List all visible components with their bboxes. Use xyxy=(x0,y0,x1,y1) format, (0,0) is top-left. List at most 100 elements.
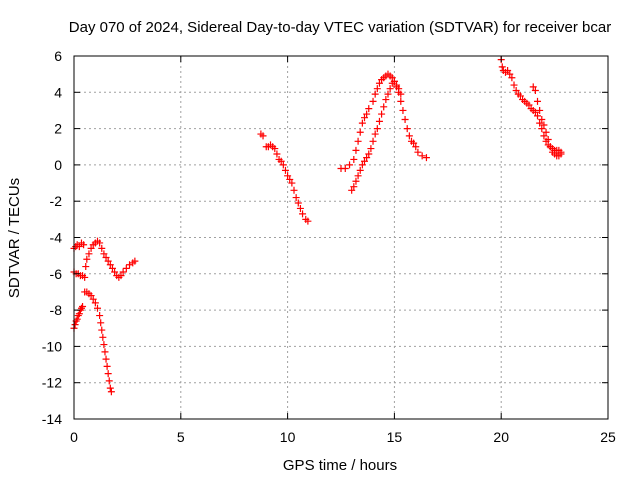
y-tick-label: -14 xyxy=(42,411,62,427)
x-tick-label: 0 xyxy=(70,429,78,445)
data-point xyxy=(399,106,407,114)
x-tick-label: 25 xyxy=(600,429,616,445)
data-point xyxy=(375,117,383,125)
data-point xyxy=(397,90,405,98)
chart-title: Day 070 of 2024, Sidereal Day-to-day VTE… xyxy=(69,19,611,36)
data-point xyxy=(96,239,104,247)
data-point xyxy=(393,81,401,89)
y-tick-label: -8 xyxy=(50,302,63,318)
x-tick-label: 15 xyxy=(387,429,403,445)
data-point xyxy=(354,137,362,145)
data-point xyxy=(93,304,101,312)
data-point xyxy=(259,132,267,140)
data-point xyxy=(273,150,281,158)
data-point xyxy=(356,166,364,174)
data-point xyxy=(73,315,81,323)
data-point xyxy=(98,244,106,252)
data-point xyxy=(557,150,565,158)
data-point xyxy=(531,86,539,94)
data-point xyxy=(346,161,354,169)
data-point xyxy=(131,257,139,265)
data-point xyxy=(100,341,108,349)
data-point xyxy=(296,204,304,212)
data-point xyxy=(103,362,111,370)
data-point xyxy=(534,97,542,105)
data-point xyxy=(284,172,292,180)
data-point xyxy=(380,103,388,111)
y-tick-label: -12 xyxy=(42,375,62,391)
y-axis-label: SDTVAR / TECUs xyxy=(6,178,23,298)
data-point xyxy=(516,92,524,100)
data-point xyxy=(508,74,516,82)
data-point xyxy=(354,172,362,180)
data-point xyxy=(384,90,392,98)
data-point xyxy=(85,250,93,258)
data-point xyxy=(281,166,289,174)
data-point xyxy=(536,106,544,114)
data-point xyxy=(356,128,364,136)
data-point xyxy=(106,261,114,269)
data-point xyxy=(299,210,307,218)
data-point xyxy=(79,302,87,310)
y-tick-label: 0 xyxy=(54,157,62,173)
data-point xyxy=(414,148,422,156)
data-point xyxy=(111,268,119,276)
y-tick-label: 4 xyxy=(54,84,62,100)
y-tick-label: -2 xyxy=(50,193,63,209)
data-point xyxy=(352,146,360,154)
data-point xyxy=(525,101,533,109)
data-point xyxy=(531,108,539,116)
data-point xyxy=(529,83,537,91)
data-point xyxy=(292,194,300,202)
data-point xyxy=(80,241,88,249)
x-axis-label: GPS time / hours xyxy=(283,457,397,474)
data-point xyxy=(397,97,405,105)
y-tick-label: -4 xyxy=(50,230,63,246)
x-tick-label: 20 xyxy=(493,429,509,445)
data-point xyxy=(378,110,386,118)
series-2 xyxy=(257,130,312,225)
data-point xyxy=(290,186,298,194)
data-point xyxy=(352,177,360,185)
data-point xyxy=(358,119,366,127)
data-point xyxy=(341,165,349,173)
data-point xyxy=(106,384,114,392)
data-point xyxy=(536,119,544,127)
y-tick-label: -6 xyxy=(50,266,63,282)
data-point xyxy=(395,85,403,93)
data-point xyxy=(510,81,518,89)
data-point xyxy=(348,186,356,194)
data-point xyxy=(405,132,413,140)
data-point xyxy=(401,116,409,124)
data-point xyxy=(412,143,420,151)
data-point xyxy=(83,255,91,263)
data-point xyxy=(498,63,506,71)
series-4 xyxy=(497,56,565,160)
data-point xyxy=(101,348,109,356)
data-point xyxy=(375,79,383,87)
data-point xyxy=(358,161,366,169)
series-3 xyxy=(337,70,430,194)
data-point xyxy=(382,96,390,104)
data-point xyxy=(542,128,550,136)
data-point xyxy=(371,90,379,98)
data-point xyxy=(538,116,546,124)
data-point xyxy=(369,137,377,145)
data-point xyxy=(540,132,548,140)
data-point xyxy=(373,125,381,133)
y-tick-label: -10 xyxy=(42,338,62,354)
data-point xyxy=(97,319,105,327)
data-point xyxy=(373,85,381,93)
data-point xyxy=(87,292,95,300)
x-tick-label: 5 xyxy=(177,429,185,445)
data-point xyxy=(371,130,379,138)
y-tick-label: 6 xyxy=(54,48,62,64)
data-point xyxy=(279,161,287,169)
data-point xyxy=(96,312,104,320)
data-point xyxy=(87,244,95,252)
data-point xyxy=(350,183,358,191)
y-tick-label: 2 xyxy=(54,121,62,137)
data-point xyxy=(117,272,125,280)
data-point xyxy=(386,85,394,93)
